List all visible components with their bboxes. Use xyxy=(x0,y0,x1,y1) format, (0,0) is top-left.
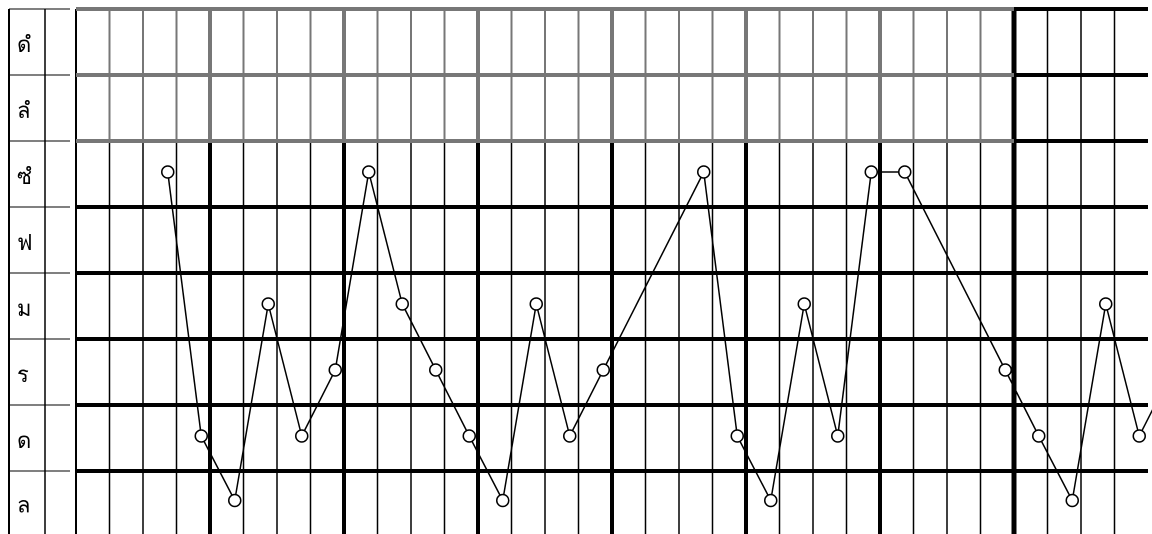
note-marker xyxy=(462,429,476,443)
melody-line-segment xyxy=(736,435,772,501)
note-marker xyxy=(864,165,878,179)
note-marker xyxy=(529,297,543,311)
note-marker xyxy=(596,363,610,377)
note-marker xyxy=(194,429,208,443)
note-marker xyxy=(161,165,175,179)
pitch-label: ม xyxy=(17,297,32,322)
note-marker xyxy=(797,297,811,311)
melody-line-segment xyxy=(267,303,303,437)
melody-line-segment xyxy=(1004,369,1040,437)
note-marker xyxy=(228,493,242,508)
pitch-label: ลํ xyxy=(17,99,30,124)
melody-series xyxy=(167,171,1152,501)
note-marker xyxy=(328,363,342,377)
note-marker xyxy=(261,297,275,311)
note-marker xyxy=(898,165,912,179)
melody-line-segment xyxy=(569,369,604,437)
note-marker xyxy=(730,429,744,443)
melody-line-segment xyxy=(602,171,705,371)
melody-line-segment xyxy=(167,171,202,437)
pitch-label: ล xyxy=(17,494,30,519)
melody-line-segment xyxy=(1138,409,1152,437)
melody-line-segment xyxy=(301,369,336,437)
pitch-label: ดํ xyxy=(17,33,31,58)
melody-line-segment xyxy=(904,171,1006,371)
melody-line-segment xyxy=(234,303,269,501)
note-marker xyxy=(831,429,845,443)
note-marker xyxy=(1032,429,1046,443)
melody-line-segment xyxy=(703,171,738,437)
melody-line-segment xyxy=(770,303,805,501)
melody-line-segment xyxy=(1071,303,1107,501)
melody-line-segment xyxy=(200,435,236,501)
note-markers xyxy=(161,165,1146,508)
melody-line-segment xyxy=(803,303,839,437)
melody-line-segment xyxy=(535,303,571,437)
note-marker xyxy=(1132,429,1146,443)
melody-line-segment xyxy=(368,171,403,305)
note-marker xyxy=(496,493,510,508)
note-marker xyxy=(429,363,443,377)
note-marker xyxy=(362,165,376,179)
melody-line-segment xyxy=(837,171,872,437)
melody-line-segment xyxy=(334,171,370,371)
melody-line-segment xyxy=(468,435,504,501)
pitch-label: ด xyxy=(17,429,31,454)
melody-line-segment xyxy=(1105,303,1140,437)
melody-line-segment xyxy=(1038,435,1073,501)
note-marker xyxy=(764,493,778,508)
pitch-label: ซํ xyxy=(17,165,32,190)
melody-line-segment xyxy=(435,369,470,437)
note-marker xyxy=(395,297,409,311)
melody-line-segment xyxy=(502,303,537,501)
grid-bold-lines xyxy=(8,7,1148,534)
note-marker xyxy=(1065,493,1079,508)
note-marker xyxy=(295,429,309,443)
note-marker xyxy=(998,363,1012,377)
pitch-label: ร xyxy=(17,363,29,388)
melody-line-segment xyxy=(401,303,437,371)
note-marker xyxy=(563,429,577,443)
note-marker xyxy=(1099,297,1113,311)
note-marker xyxy=(697,165,711,179)
pitch-label: ฟ xyxy=(17,231,33,256)
